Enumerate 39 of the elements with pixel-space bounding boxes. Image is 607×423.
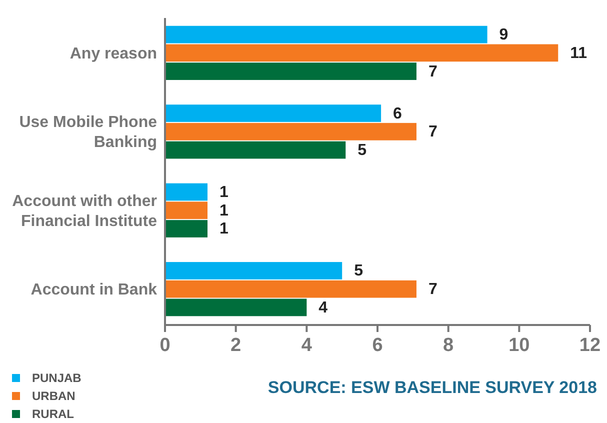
data-label: 9 xyxy=(499,26,508,44)
x-tick-label: 2 xyxy=(230,335,242,356)
legend-label: RURAL xyxy=(32,407,74,421)
bar xyxy=(165,262,342,280)
legend-label: URBAN xyxy=(32,389,76,403)
bar xyxy=(165,183,208,201)
legend-label: PUNJAB xyxy=(32,371,82,385)
data-label: 5 xyxy=(354,262,364,280)
x-tick-label: 10 xyxy=(508,335,530,356)
data-label: 5 xyxy=(358,142,367,160)
data-label: 7 xyxy=(428,63,438,80)
data-label: 1 xyxy=(220,220,228,238)
bar xyxy=(165,202,208,220)
bar xyxy=(165,298,307,316)
x-tick-label: 8 xyxy=(443,335,454,356)
bar xyxy=(165,122,416,140)
data-label: 1 xyxy=(220,202,228,220)
data-label: 11 xyxy=(570,44,588,62)
data-label: 6 xyxy=(393,105,402,122)
data-label: 7 xyxy=(428,281,438,298)
x-tick-label: 6 xyxy=(372,335,383,356)
y-tick-label: Any reason xyxy=(70,44,157,62)
bar xyxy=(165,141,346,159)
data-label: 1 xyxy=(220,184,228,201)
bar xyxy=(165,280,416,298)
y-tick-label: Account with other Financial Institute xyxy=(12,192,158,230)
bar xyxy=(165,62,416,80)
bar xyxy=(165,220,208,238)
bar xyxy=(165,26,488,44)
source-note: SOURCE: ESW BASELINE SURVEY 2018 xyxy=(268,378,597,397)
y-tick-label: Account in Bank xyxy=(30,281,158,298)
data-label: 4 xyxy=(318,299,328,316)
bar xyxy=(165,44,558,62)
x-tick-label: 4 xyxy=(301,335,312,356)
x-tick-label: 0 xyxy=(160,335,170,356)
bar xyxy=(165,104,382,122)
x-tick-label: 12 xyxy=(579,335,601,356)
data-label: 7 xyxy=(428,124,438,141)
y-tick-label: Use Mobile Phone Banking xyxy=(19,114,158,151)
